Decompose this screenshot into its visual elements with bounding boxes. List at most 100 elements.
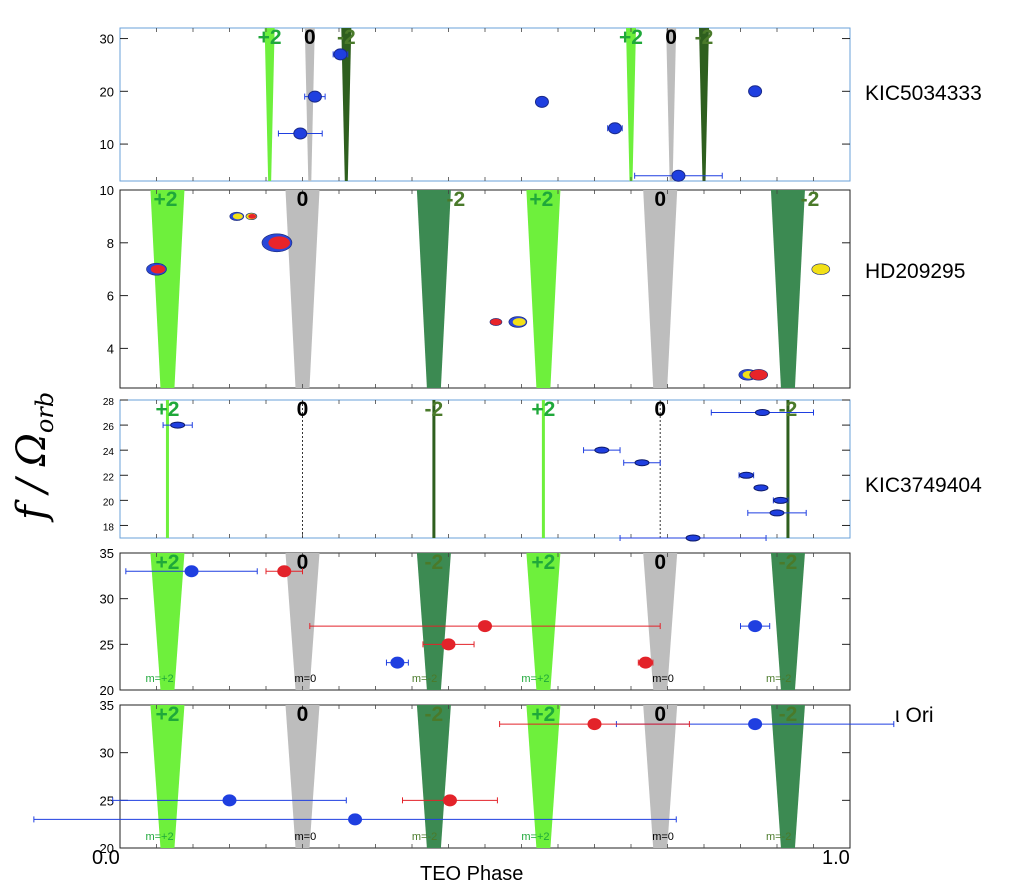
m-label: m=+2 bbox=[145, 831, 173, 843]
star-label: KIC3749404 bbox=[865, 474, 982, 497]
y-tick-label: 30 bbox=[100, 746, 114, 761]
panel-frame bbox=[119, 27, 851, 182]
data-point bbox=[348, 813, 363, 826]
mode-wedge-zero bbox=[643, 190, 678, 388]
mode-wedge-plus2 bbox=[150, 553, 185, 690]
mode-wedge-plus2 bbox=[150, 705, 185, 848]
data-point bbox=[773, 496, 789, 504]
m-label: m=0 bbox=[295, 831, 317, 843]
mode-label: -2 bbox=[695, 26, 714, 49]
mode-label: +2 bbox=[529, 188, 553, 211]
mode-wedge-minus2 bbox=[699, 28, 709, 181]
y-tick-label: 24 bbox=[103, 447, 115, 458]
mode-wedge-zero bbox=[285, 553, 320, 690]
y-tick-label: 26 bbox=[103, 422, 115, 433]
mode-wedge-zero bbox=[285, 705, 320, 848]
panel-5: 20 25 30 35 +2 0 -2 +2 0 -2 m=+2 m=0 m=-2 m=+2 m=0 m=-2… bbox=[33, 698, 934, 856]
mode-wedge-plus2 bbox=[264, 28, 275, 181]
star-label: HD209295 bbox=[865, 260, 965, 283]
data-point bbox=[638, 656, 653, 669]
mode-label: +2 bbox=[531, 551, 555, 574]
m-label: m=0 bbox=[652, 673, 674, 685]
y-axis-label-sub: orb bbox=[31, 392, 59, 433]
star-label: ι Ori bbox=[895, 704, 934, 727]
y-axis-label: f / Ωorb bbox=[9, 392, 59, 523]
y-tick-label: 20 bbox=[100, 841, 114, 856]
mode-label: -2 bbox=[425, 398, 444, 421]
mode-label: +2 bbox=[155, 703, 179, 726]
mode-label: 0 bbox=[654, 551, 666, 574]
mode-label: +2 bbox=[153, 188, 177, 211]
data-point bbox=[753, 484, 769, 492]
mode-label: -2 bbox=[801, 188, 820, 211]
mode-label: -2 bbox=[779, 398, 798, 421]
mode-wedge-minus2 bbox=[341, 28, 352, 181]
mode-wedge-plus2 bbox=[526, 705, 561, 848]
m-label: m=-2 bbox=[412, 673, 437, 685]
y-tick-label: 18 bbox=[103, 522, 115, 533]
mode-label: -2 bbox=[779, 551, 798, 574]
data-point bbox=[170, 421, 186, 429]
star-label: KIC5034333 bbox=[865, 82, 982, 105]
data-point bbox=[442, 794, 457, 807]
y-tick-label: 30 bbox=[100, 32, 114, 47]
m-label: m=0 bbox=[652, 831, 674, 843]
data-point bbox=[754, 409, 770, 417]
mode-label: +2 bbox=[258, 26, 282, 49]
mode-label: 0 bbox=[297, 398, 309, 421]
mode-label: -2 bbox=[425, 703, 444, 726]
mode-wedge-plus2 bbox=[526, 190, 561, 388]
y-tick-label: 8 bbox=[107, 236, 114, 251]
y-tick-label: 22 bbox=[103, 472, 115, 483]
data-point bbox=[671, 169, 686, 182]
data-point bbox=[748, 718, 763, 731]
data-point bbox=[753, 370, 767, 379]
panel-frame bbox=[119, 704, 851, 849]
data-point bbox=[441, 638, 456, 651]
data-point bbox=[534, 95, 549, 108]
data-point bbox=[232, 213, 243, 220]
data-point bbox=[248, 214, 257, 219]
data-point bbox=[184, 565, 199, 578]
x-tick-left: 0.0 bbox=[92, 847, 120, 869]
m-label: m=-2 bbox=[766, 673, 791, 685]
data-point bbox=[478, 620, 492, 633]
mode-wedge-zero bbox=[285, 190, 320, 388]
mode-wedge-plus2 bbox=[150, 190, 185, 388]
mode-label: -2 bbox=[425, 551, 444, 574]
y-tick-label: 25 bbox=[100, 793, 114, 808]
m-label: m=+2 bbox=[145, 673, 173, 685]
y-axis-label-main: f / Ω bbox=[9, 433, 55, 523]
data-point bbox=[594, 446, 610, 454]
y-tick-label: 28 bbox=[103, 397, 115, 408]
mode-label: -2 bbox=[447, 188, 466, 211]
mode-wedge-zero bbox=[643, 705, 678, 848]
panel-1: 10 20 30 +2 0 -2 +2 0 -2 KIC5034333 bbox=[100, 26, 982, 182]
y-tick-label: 6 bbox=[107, 289, 114, 304]
data-point bbox=[512, 318, 526, 326]
y-tick-label: 35 bbox=[100, 546, 114, 561]
data-point bbox=[390, 656, 405, 669]
mode-wedge-plus2 bbox=[526, 553, 561, 690]
y-tick-label: 20 bbox=[100, 84, 114, 99]
mode-label: 0 bbox=[297, 551, 309, 574]
mode-label: -2 bbox=[337, 26, 356, 49]
panel-frame bbox=[119, 189, 851, 389]
data-point bbox=[769, 509, 785, 517]
m-label: m=-2 bbox=[412, 831, 437, 843]
data-point bbox=[268, 236, 291, 250]
data-point bbox=[150, 264, 166, 274]
y-tick-label: 25 bbox=[100, 637, 114, 652]
data-point bbox=[748, 620, 763, 633]
data-point bbox=[815, 265, 829, 274]
data-point bbox=[222, 794, 237, 807]
panel-2: 4 6 8 10 +2 0 -2 +2 0 -2 HD209295 bbox=[100, 183, 965, 389]
mode-wedge-zero bbox=[304, 28, 315, 181]
mode-wedge-minus2 bbox=[416, 190, 451, 388]
m-label: m=-2 bbox=[766, 831, 791, 843]
y-tick-label: 10 bbox=[100, 137, 114, 152]
data-point bbox=[277, 565, 292, 578]
y-tick-label: 4 bbox=[107, 341, 114, 356]
y-tick-label: 35 bbox=[100, 698, 114, 713]
data-point bbox=[333, 48, 348, 61]
